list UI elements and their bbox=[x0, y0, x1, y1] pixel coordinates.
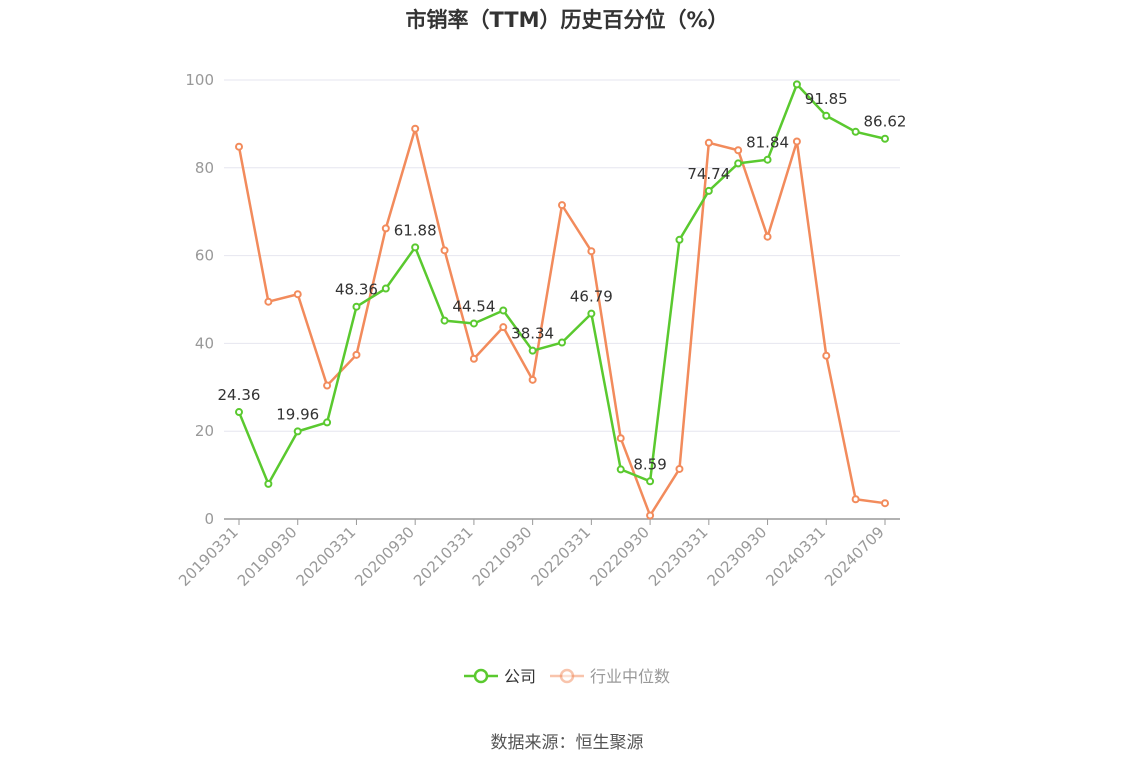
data-point bbox=[792, 80, 801, 89]
legend[interactable]: 公司 行业中位数 bbox=[464, 667, 670, 686]
data-point bbox=[411, 243, 420, 252]
data-label: 86.62 bbox=[864, 113, 907, 131]
x-tick-label: 20200930 bbox=[351, 523, 418, 590]
x-tick-label: 20210930 bbox=[469, 523, 536, 590]
data-point bbox=[381, 224, 390, 233]
data-label: 61.88 bbox=[394, 221, 437, 239]
data-point bbox=[264, 479, 273, 488]
data-label: 74.74 bbox=[687, 165, 730, 183]
legend-item-company[interactable]: 公司 bbox=[464, 667, 536, 686]
data-label: 46.79 bbox=[570, 288, 613, 306]
data-point bbox=[881, 134, 889, 143]
data-point bbox=[293, 290, 302, 299]
x-tick-label: 20190930 bbox=[234, 523, 301, 590]
data-point bbox=[499, 323, 508, 332]
legend-label: 行业中位数 bbox=[590, 667, 670, 686]
data-point bbox=[587, 309, 596, 318]
data-point bbox=[352, 302, 361, 311]
y-tick-label: 20 bbox=[195, 422, 214, 440]
data-point bbox=[469, 319, 478, 328]
y-tick-label: 100 bbox=[185, 71, 214, 89]
y-tick-label: 80 bbox=[195, 159, 214, 177]
x-tick-label: 20220930 bbox=[586, 523, 653, 590]
data-point bbox=[264, 297, 273, 306]
x-tick-label: 20230930 bbox=[704, 523, 771, 590]
data-point bbox=[587, 247, 596, 256]
data-source-note: 数据来源：恒生聚源 bbox=[490, 733, 644, 753]
data-point bbox=[704, 186, 713, 195]
y-tick-label: 60 bbox=[195, 247, 214, 265]
data-point bbox=[235, 142, 243, 151]
series-line bbox=[237, 127, 886, 517]
data-point bbox=[734, 159, 743, 168]
data-point bbox=[616, 465, 625, 474]
data-point bbox=[792, 137, 801, 146]
x-tick-label: 20190331 bbox=[175, 523, 242, 590]
data-point bbox=[469, 354, 478, 363]
data-point bbox=[558, 338, 566, 347]
data-label: 24.36 bbox=[218, 386, 261, 404]
y-tick-label: 40 bbox=[195, 334, 214, 352]
data-point bbox=[851, 127, 860, 136]
data-point bbox=[763, 155, 772, 164]
x-tick-label: 20200331 bbox=[293, 523, 360, 590]
data-point bbox=[323, 381, 332, 390]
data-point bbox=[616, 434, 625, 443]
x-tick-label: 20240331 bbox=[762, 523, 829, 590]
data-label: 91.85 bbox=[805, 90, 848, 108]
x-tick-label: 20220331 bbox=[527, 523, 594, 590]
data-point bbox=[646, 511, 655, 520]
data-point bbox=[381, 284, 390, 293]
data-label: 19.96 bbox=[276, 405, 319, 423]
data-point bbox=[851, 495, 860, 504]
data-point bbox=[411, 124, 420, 133]
y-tick-label: 0 bbox=[204, 510, 214, 528]
chart-title: 市销率（TTM）历史百分位（%） bbox=[405, 8, 729, 32]
data-point bbox=[293, 427, 302, 436]
data-point bbox=[763, 232, 772, 241]
legend-label: 公司 bbox=[504, 667, 536, 686]
legend-marker-icon bbox=[473, 668, 489, 684]
x-tick-label: 20240709 bbox=[821, 523, 888, 590]
legend-marker-icon bbox=[559, 668, 575, 684]
data-point bbox=[822, 111, 831, 120]
data-point bbox=[675, 464, 684, 473]
x-tick-label: 20230331 bbox=[645, 523, 712, 590]
data-point bbox=[235, 408, 243, 417]
data-point bbox=[675, 235, 684, 244]
x-tick-label: 20210331 bbox=[410, 523, 477, 590]
data-label-layer: 24.36 19.96 48.36 61.88 44.54 38.34 46.79 8.59 7… bbox=[218, 90, 907, 474]
data-point bbox=[440, 246, 449, 255]
data-point bbox=[528, 375, 537, 384]
data-label: 8.59 bbox=[633, 455, 666, 473]
data-point bbox=[704, 138, 713, 147]
data-point bbox=[558, 201, 566, 210]
data-label: 48.36 bbox=[335, 281, 378, 299]
legend-item-industry[interactable]: 行业中位数 bbox=[550, 667, 670, 686]
data-label: 81.84 bbox=[746, 134, 789, 152]
data-point bbox=[734, 146, 743, 155]
data-point bbox=[352, 350, 361, 359]
data-point bbox=[528, 346, 537, 355]
data-label: 38.34 bbox=[511, 325, 554, 343]
data-point bbox=[323, 418, 332, 427]
data-point bbox=[881, 499, 889, 508]
data-point bbox=[440, 316, 449, 325]
data-label: 44.54 bbox=[452, 297, 495, 315]
data-point bbox=[646, 477, 655, 486]
data-point bbox=[822, 351, 831, 360]
series-layer bbox=[235, 80, 889, 520]
data-point bbox=[499, 306, 508, 315]
